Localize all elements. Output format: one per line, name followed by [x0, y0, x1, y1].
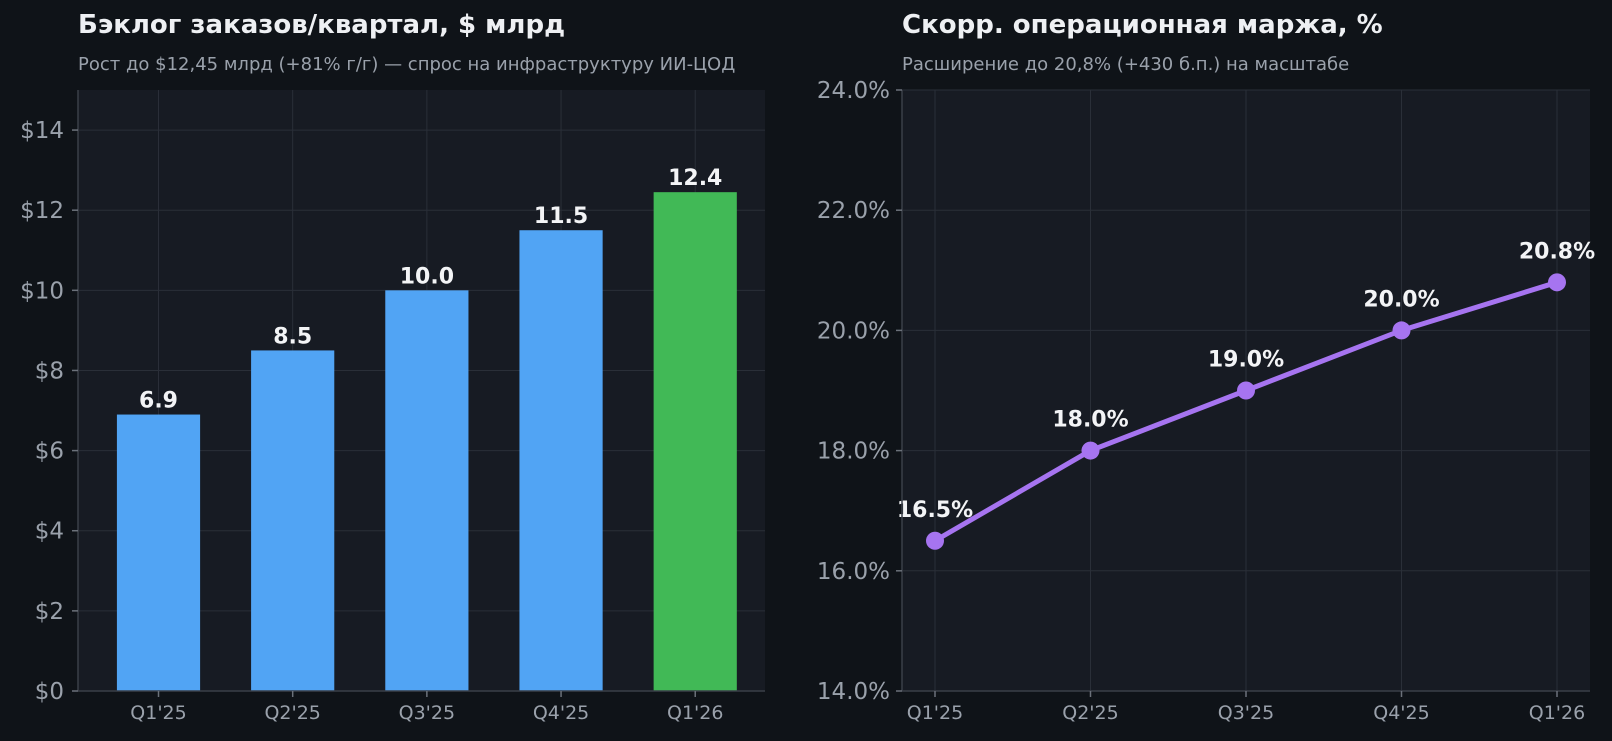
backlog-chart-title: Бэклог заказов/квартал, $ млрд — [78, 10, 566, 40]
margin-chart-title: Скорр. операционная маржа, % — [902, 10, 1383, 40]
bar-value-label: 8.5 — [273, 324, 312, 349]
data-point — [1081, 441, 1100, 460]
y-tick-label: $14 — [20, 118, 64, 144]
x-tick-label: Q3'25 — [399, 702, 455, 724]
margin-chart-panel: Скорр. операционная маржа, % Расширение … — [790, 0, 1612, 741]
point-value-label: 18.0% — [1052, 408, 1128, 433]
bar — [653, 192, 737, 692]
bar — [385, 290, 469, 691]
y-tick-label: $12 — [20, 198, 64, 224]
data-point — [1392, 321, 1411, 340]
backlog-chart-subtitle: Рост до $12,45 млрд (+81% г/г) — спрос н… — [78, 54, 736, 75]
bar — [251, 350, 335, 691]
data-point — [926, 531, 944, 550]
y-tick-label: 20.0% — [817, 318, 890, 344]
x-tick-label: Q2'25 — [1062, 702, 1118, 724]
x-tick-label: Q2'25 — [264, 702, 320, 724]
bar-value-label: 12.4 — [668, 166, 722, 191]
y-tick-label: 16.0% — [817, 559, 890, 585]
bar — [519, 230, 603, 691]
point-value-label: 16.5% — [897, 498, 973, 523]
margin-line-chart: 16.5% 18.0% 19.0% 20.0% 20.8% 14.0% 16.0% 18.0%… — [817, 78, 1595, 724]
backlog-chart-panel: Бэклог заказов/квартал, $ млрд Рост до $… — [0, 0, 790, 741]
backlog-bar-chart: 6.9 8.5 10.0 11.5 12.4 $0 $2 $4 $6 $8 $10 $12 $14 Q1'… — [20, 90, 765, 724]
x-tick-label: Q3'25 — [1218, 702, 1274, 724]
y-tick-label: $2 — [35, 599, 64, 625]
y-tick-label: 18.0% — [817, 439, 890, 465]
y-tick-label: $8 — [35, 358, 64, 384]
data-point — [1548, 273, 1566, 292]
bar — [116, 414, 201, 691]
y-tick-label: 14.0% — [817, 679, 890, 705]
x-tick-label: Q1'25 — [907, 702, 963, 724]
bar-value-label: 11.5 — [534, 204, 588, 229]
y-tick-label: $10 — [20, 278, 64, 304]
point-value-label: 20.8% — [1519, 239, 1595, 264]
y-tick-label: $4 — [35, 519, 64, 545]
y-tick-label: 22.0% — [817, 198, 890, 224]
x-tick-label: Q1'25 — [130, 702, 186, 724]
bar-value-label: 10.0 — [400, 264, 454, 289]
bar-value-label: 6.9 — [139, 389, 178, 414]
x-tick-label: Q1'26 — [667, 702, 723, 724]
x-tick-label: Q1'26 — [1529, 702, 1585, 724]
y-tick-label: 24.0% — [817, 78, 890, 104]
margin-chart-subtitle: Расширение до 20,8% (+430 б.п.) на масшт… — [902, 54, 1350, 75]
y-tick-label: $6 — [35, 439, 64, 465]
point-value-label: 19.0% — [1208, 348, 1284, 373]
y-tick-label: $0 — [35, 679, 64, 705]
x-tick-label: Q4'25 — [1373, 702, 1429, 724]
point-value-label: 20.0% — [1363, 287, 1439, 312]
x-tick-label: Q4'25 — [533, 702, 589, 724]
data-point — [1237, 381, 1255, 400]
